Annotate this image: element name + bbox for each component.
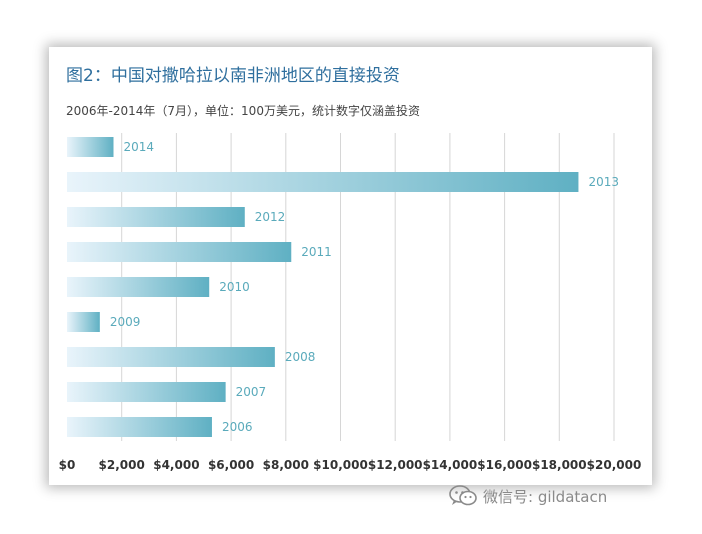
- x-tick-label: $6,000: [208, 458, 254, 472]
- bar-2011: [67, 242, 292, 262]
- bar-label-2007: 2007: [236, 385, 267, 399]
- x-tick-label: $2,000: [99, 458, 145, 472]
- bars: 2014 2013 2012 2011 2010 2009 2008 2007 2006: [67, 137, 619, 437]
- x-tick-label: $12,000: [368, 458, 423, 472]
- watermark-text: 微信号: gildatacn: [483, 487, 608, 506]
- bar-2008: [67, 347, 275, 367]
- x-tick-label: $0: [59, 458, 76, 472]
- bar-2013: [67, 172, 579, 192]
- chart-subtitle: 2006年-2014年（7月），单位：100万美元，统计数字仅涵盖投资: [66, 104, 420, 118]
- bar-label-2011: 2011: [301, 245, 332, 259]
- bar-label-2012: 2012: [255, 210, 286, 224]
- x-tick-label: $8,000: [263, 458, 309, 472]
- x-tick-label: $16,000: [477, 458, 532, 472]
- bar-2012: [67, 207, 245, 227]
- bar-label-2010: 2010: [219, 280, 250, 294]
- bar-label-2014: 2014: [123, 140, 154, 154]
- x-tick-label: $18,000: [532, 458, 587, 472]
- bar-2010: [67, 277, 210, 297]
- bar-2007: [67, 382, 226, 402]
- bar-label-2006: 2006: [222, 420, 253, 434]
- bar-label-2009: 2009: [110, 315, 141, 329]
- bar-label-2013: 2013: [588, 175, 619, 189]
- x-tick-label: $10,000: [313, 458, 368, 472]
- chart-card: [49, 47, 652, 485]
- x-tick-label: $14,000: [423, 458, 478, 472]
- chart-title: 图2：中国对撒哈拉以南非洲地区的直接投资: [66, 66, 400, 86]
- x-tick-label: $20,000: [587, 458, 642, 472]
- watermark: 微信号: gildatacn: [449, 482, 607, 510]
- bar-2006: [67, 417, 212, 437]
- bar-label-2008: 2008: [285, 350, 316, 364]
- bar-2014: [67, 137, 114, 157]
- x-tick-label: $4,000: [153, 458, 199, 472]
- x-axis-ticks: $0 $2,000 $4,000 $6,000 $8,000 $10,000 $12,000…: [59, 458, 642, 472]
- bar-2009: [67, 312, 100, 332]
- wechat-icon: [449, 485, 477, 506]
